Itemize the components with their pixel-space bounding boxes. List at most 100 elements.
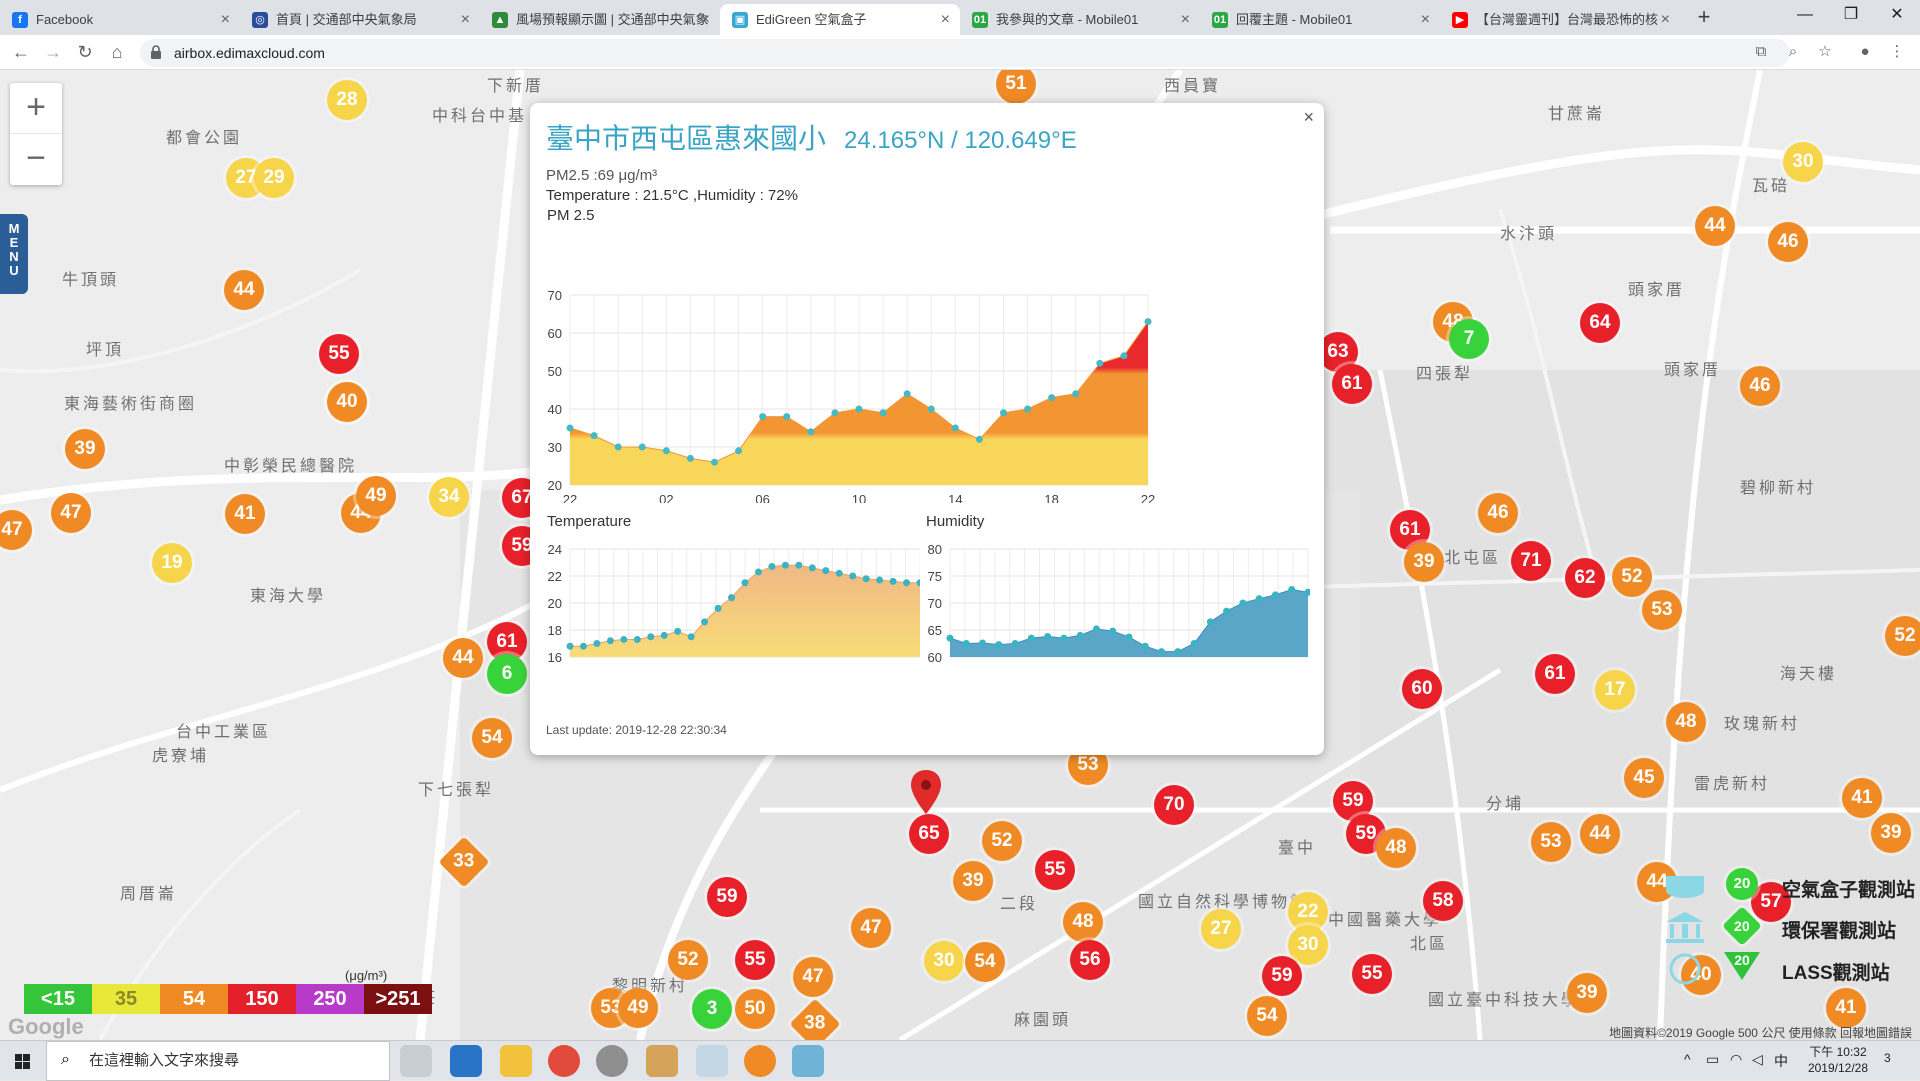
data-point[interactable] <box>1239 599 1247 607</box>
minimize-button[interactable]: — <box>1797 6 1813 23</box>
airbox-marker[interactable]: 40 <box>1681 955 1721 995</box>
data-point[interactable] <box>1072 390 1080 398</box>
airbox-marker[interactable]: 57 <box>1751 882 1791 922</box>
app-icon-1[interactable] <box>596 1045 628 1077</box>
close-tab-icon[interactable]: × <box>1180 11 1190 28</box>
data-point[interactable] <box>951 424 959 432</box>
data-point[interactable] <box>701 618 709 626</box>
data-point[interactable] <box>606 637 614 645</box>
airbox-marker[interactable]: 58 <box>1423 881 1463 921</box>
data-point[interactable] <box>855 405 863 413</box>
data-point[interactable] <box>995 641 1003 649</box>
airbox-marker[interactable]: 40 <box>327 382 367 422</box>
airbox-marker[interactable]: 41 <box>1842 778 1882 818</box>
notification-count[interactable]: 3 <box>1884 1051 1891 1065</box>
airbox-marker[interactable]: 47 <box>851 908 891 948</box>
data-point[interactable] <box>975 435 983 443</box>
airbox-marker[interactable]: 53 <box>1642 590 1682 630</box>
file-explorer-icon[interactable] <box>500 1045 532 1077</box>
data-point[interactable] <box>1048 394 1056 402</box>
data-point[interactable] <box>808 564 816 572</box>
data-point[interactable] <box>566 642 574 650</box>
data-point[interactable] <box>614 443 622 451</box>
airbox-marker[interactable]: 55 <box>735 940 775 980</box>
data-point[interactable] <box>686 454 694 462</box>
airbox-marker[interactable]: 55 <box>1035 850 1075 890</box>
volume-icon[interactable]: ◁ <box>1752 1051 1763 1067</box>
airbox-marker[interactable]: 41 <box>1826 988 1866 1028</box>
airbox-marker[interactable]: 28 <box>327 80 367 120</box>
map-attribution[interactable]: 地圖資料©2019 Google 500 公尺 使用條款 回報地圖錯誤 <box>1609 1026 1912 1040</box>
data-point[interactable] <box>831 409 839 417</box>
data-point[interactable] <box>579 642 587 650</box>
data-point[interactable] <box>728 594 736 602</box>
close-tab-icon[interactable]: × <box>940 11 950 28</box>
battery-icon[interactable]: ▭ <box>1706 1051 1720 1067</box>
app-icon-2[interactable] <box>646 1045 678 1077</box>
back-arrow-icon[interactable]: ← <box>12 42 30 62</box>
airbox-marker[interactable]: 54 <box>965 942 1005 982</box>
data-point[interactable] <box>1120 352 1128 360</box>
zoom-icon[interactable]: ⌕ <box>1788 43 1798 60</box>
data-point[interactable] <box>674 627 682 635</box>
data-point[interactable] <box>590 432 598 440</box>
data-point[interactable] <box>1024 405 1032 413</box>
airbox-marker[interactable]: 46 <box>1768 222 1808 262</box>
data-point[interactable] <box>566 424 574 432</box>
data-point[interactable] <box>1096 359 1104 367</box>
airbox-marker[interactable]: 52 <box>1612 557 1652 597</box>
airbox-marker[interactable]: 19 <box>152 543 192 583</box>
airbox-marker[interactable]: 46 <box>1740 366 1780 406</box>
airbox-marker[interactable]: 54 <box>1247 996 1287 1036</box>
data-point[interactable] <box>889 577 897 585</box>
data-point[interactable] <box>1288 586 1296 593</box>
app-icon-3[interactable] <box>696 1045 728 1077</box>
restore-button[interactable]: ❐ <box>1843 6 1859 23</box>
airbox-marker[interactable]: 61 <box>1535 654 1575 694</box>
close-tab-icon[interactable]: × <box>220 11 230 28</box>
data-point[interactable] <box>862 575 870 583</box>
close-tab-icon[interactable]: × <box>700 11 710 28</box>
tab-6[interactable]: ▶ 【台灣靈週刊】台灣最恐怖的核 × <box>1440 4 1680 35</box>
airbox-marker[interactable]: 70 <box>1154 785 1194 825</box>
data-point[interactable] <box>687 633 695 641</box>
profile-icon[interactable]: ● <box>1860 43 1870 60</box>
data-point[interactable] <box>741 579 749 587</box>
data-point[interactable] <box>835 569 843 577</box>
ime-indicator[interactable]: 中 <box>1774 1053 1788 1069</box>
data-point[interactable] <box>638 443 646 451</box>
data-point[interactable] <box>1223 607 1231 615</box>
airbox-marker[interactable]: 50 <box>735 989 775 1029</box>
airbox-marker[interactable]: 49 <box>618 988 658 1028</box>
data-point[interactable] <box>759 413 767 421</box>
tab-3[interactable]: ▣ EdiGreen 空氣盒子 × <box>720 4 960 35</box>
data-point[interactable] <box>962 640 970 647</box>
data-point[interactable] <box>781 561 789 569</box>
airbox-marker[interactable]: 3 <box>692 989 732 1029</box>
data-point[interactable] <box>1027 634 1035 642</box>
close-tab-icon[interactable]: × <box>1660 11 1670 28</box>
airbox-marker[interactable]: 65 <box>909 814 949 854</box>
wifi-icon[interactable]: ◠ <box>1730 1051 1743 1067</box>
airbox-marker[interactable]: 17 <box>1595 670 1635 710</box>
airbox-marker[interactable]: 55 <box>319 334 359 374</box>
data-point[interactable] <box>1174 648 1182 656</box>
data-point[interactable] <box>1255 595 1263 603</box>
data-point[interactable] <box>1304 588 1311 596</box>
taskbar-clock[interactable]: 下午 10:32 2019/12/28 <box>1808 1044 1868 1076</box>
airbox-marker[interactable]: 47 <box>0 510 32 550</box>
app-icon-4[interactable] <box>744 1045 776 1077</box>
data-point[interactable] <box>849 572 857 580</box>
tray-up-arrow-icon[interactable]: ^ <box>1684 1051 1691 1067</box>
edge-icon[interactable] <box>450 1045 482 1077</box>
airbox-marker[interactable]: 52 <box>982 821 1022 861</box>
airbox-marker[interactable]: 59 <box>707 877 747 917</box>
data-point[interactable] <box>879 409 887 417</box>
data-point[interactable] <box>647 633 655 641</box>
data-point[interactable] <box>903 390 911 398</box>
data-point[interactable] <box>1144 318 1152 326</box>
tab-1[interactable]: ◎ 首頁 | 交通部中央氣象局 × <box>240 4 480 35</box>
taskbar-search-box[interactable]: ⌕ 在這裡輸入文字來搜尋 <box>46 1041 390 1081</box>
airbox-marker[interactable]: 44 <box>1695 206 1735 246</box>
reload-icon[interactable]: ↻ <box>77 42 93 62</box>
